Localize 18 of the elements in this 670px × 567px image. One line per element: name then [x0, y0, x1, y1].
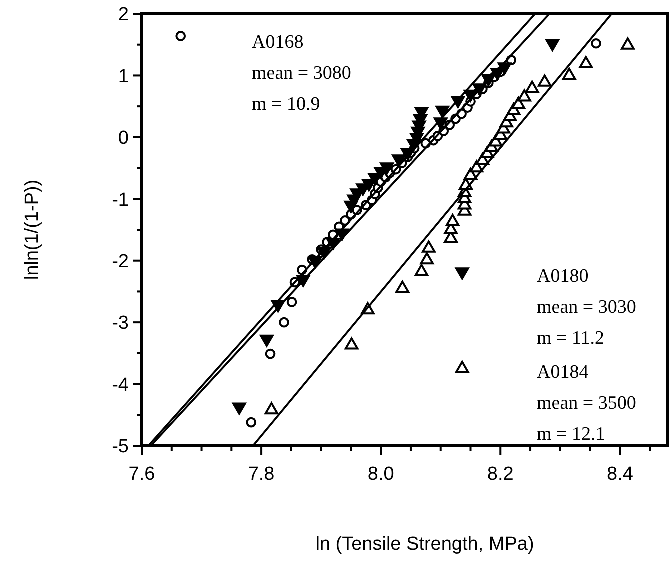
x-tick-label: 7.8 [248, 464, 275, 485]
annotation: A0168 mean = 3080 m = 10.9 [252, 32, 352, 115]
y-tick-label: -3 [112, 313, 129, 334]
annotation: A0184 mean = 3500 m = 12.1 [537, 362, 636, 445]
x-tick-label: 8.2 [487, 464, 514, 485]
x-axis-title: ln (Tensile Strength, MPa) [316, 534, 534, 555]
annotation: A0180 mean = 3030 m = 11.2 [537, 266, 636, 349]
x-tick-label: 8.4 [606, 464, 634, 485]
y-tick-label: 1 [118, 66, 129, 88]
y-tick-label: -5 [112, 436, 129, 458]
y-tick-label: 0 [118, 128, 129, 150]
y-tick-label: -1 [112, 190, 129, 211]
y-tick-label: -2 [112, 252, 129, 273]
y-axis-title: lnln(1/(1-P)) [22, 180, 43, 280]
y-tick-label: -4 [112, 374, 130, 396]
y-tick-label: 2 [118, 4, 129, 26]
x-tick-label: 7.6 [128, 464, 156, 485]
x-tick-label: 8.0 [368, 464, 394, 485]
